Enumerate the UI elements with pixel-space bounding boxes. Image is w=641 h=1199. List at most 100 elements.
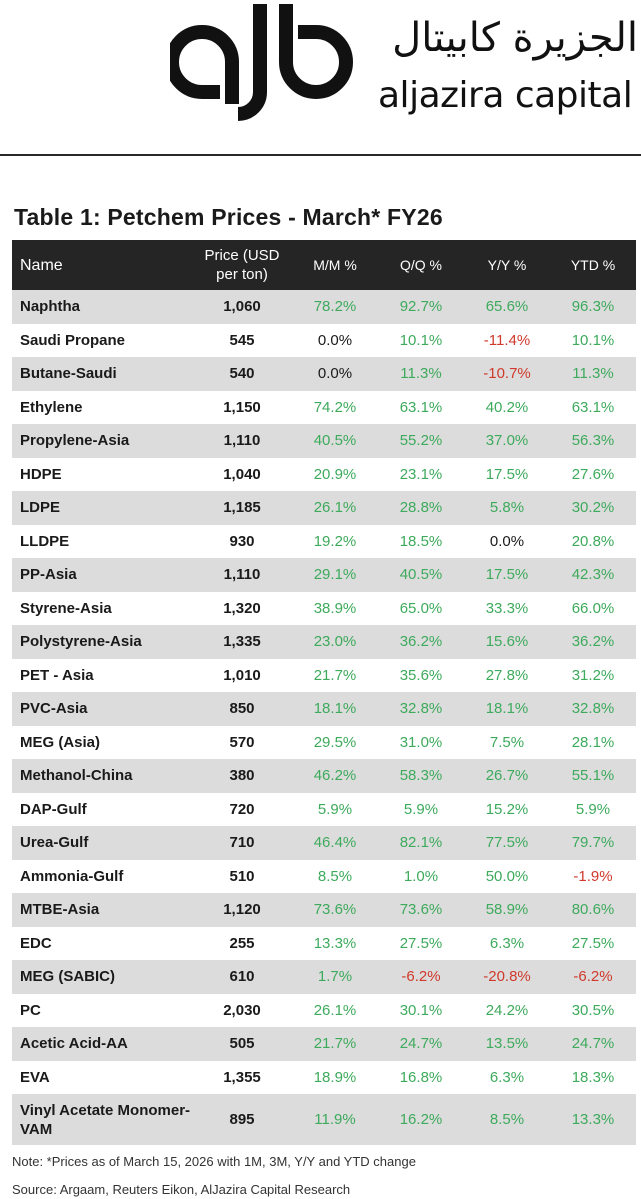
cell-qq: 23.1%	[378, 457, 464, 491]
cell-price: 1,150	[192, 390, 292, 424]
cell-name: Vinyl Acetate Monomer-VAM	[12, 1094, 192, 1145]
cell-yy: 13.5%	[464, 1027, 550, 1061]
cell-qq: 82.1%	[378, 826, 464, 860]
cell-yy: 17.5%	[464, 457, 550, 491]
cell-qq: 16.2%	[378, 1094, 464, 1145]
cell-name: Urea-Gulf	[12, 826, 192, 860]
cell-mm: 18.1%	[292, 692, 378, 726]
table-row: Butane-Saudi 540 0.0% 11.3% -10.7% 11.3%	[12, 357, 636, 391]
cell-mm: 26.1%	[292, 993, 378, 1027]
cell-ytd: 28.1%	[550, 725, 636, 759]
cell-mm: 20.9%	[292, 457, 378, 491]
cell-yy: 33.3%	[464, 591, 550, 625]
cell-ytd: 10.1%	[550, 323, 636, 357]
cell-price: 380	[192, 759, 292, 793]
table-row: LLDPE 930 19.2% 18.5% 0.0% 20.8%	[12, 524, 636, 558]
cell-price: 505	[192, 1027, 292, 1061]
cell-price: 895	[192, 1094, 292, 1145]
cell-yy: 77.5%	[464, 826, 550, 860]
cell-ytd: 24.7%	[550, 1027, 636, 1061]
cell-ytd: 20.8%	[550, 524, 636, 558]
cell-ytd: 56.3%	[550, 424, 636, 458]
cell-yy: 18.1%	[464, 692, 550, 726]
cell-price: 610	[192, 960, 292, 994]
cell-mm: 13.3%	[292, 926, 378, 960]
page-header: الجزيرة كابيتال aljazira capital	[0, 0, 641, 156]
cell-name: Methanol-China	[12, 759, 192, 793]
column-header-qq: Q/Q %	[378, 240, 464, 290]
table-row: Naphtha 1,060 78.2% 92.7% 65.6% 96.3%	[12, 290, 636, 324]
table-note: Note: *Prices as of March 15, 2026 with …	[12, 1154, 416, 1169]
column-header-price-line2: per ton)	[216, 266, 268, 283]
table-row: LDPE 1,185 26.1% 28.8% 5.8% 30.2%	[12, 491, 636, 525]
cell-mm: 29.1%	[292, 558, 378, 592]
cell-mm: 74.2%	[292, 390, 378, 424]
column-header-ytd: YTD %	[550, 240, 636, 290]
cell-qq: 28.8%	[378, 491, 464, 525]
brand-name-arabic: الجزيرة كابيتال	[392, 15, 638, 61]
table-row: Polystyrene-Asia 1,335 23.0% 36.2% 15.6% 36.2…	[12, 625, 636, 659]
cell-ytd: 55.1%	[550, 759, 636, 793]
cell-yy: 17.5%	[464, 558, 550, 592]
cell-mm: 21.7%	[292, 658, 378, 692]
cell-qq: 30.1%	[378, 993, 464, 1027]
column-header-mm: M/M %	[292, 240, 378, 290]
cell-name: Ethylene	[12, 390, 192, 424]
cell-price: 710	[192, 826, 292, 860]
cell-mm: 5.9%	[292, 792, 378, 826]
table-row: Methanol-China 380 46.2% 58.3% 26.7% 55.1%	[12, 759, 636, 793]
cell-qq: 27.5%	[378, 926, 464, 960]
cell-price: 510	[192, 859, 292, 893]
cell-ytd: 79.7%	[550, 826, 636, 860]
cell-ytd: 32.8%	[550, 692, 636, 726]
cell-mm: 73.6%	[292, 893, 378, 927]
cell-qq: 32.8%	[378, 692, 464, 726]
cell-qq: 92.7%	[378, 290, 464, 324]
cell-qq: 63.1%	[378, 390, 464, 424]
cell-mm: 18.9%	[292, 1060, 378, 1094]
table-row: PP-Asia 1,110 29.1% 40.5% 17.5% 42.3%	[12, 558, 636, 592]
cell-price: 930	[192, 524, 292, 558]
cell-price: 1,010	[192, 658, 292, 692]
table-row: EDC 255 13.3% 27.5% 6.3% 27.5%	[12, 926, 636, 960]
column-header-name: Name	[12, 240, 192, 290]
cell-price: 1,040	[192, 457, 292, 491]
cell-mm: 0.0%	[292, 357, 378, 391]
table-row: MEG (SABIC) 610 1.7% -6.2% -20.8% -6.2%	[12, 960, 636, 994]
cell-ytd: 18.3%	[550, 1060, 636, 1094]
cell-qq: -6.2%	[378, 960, 464, 994]
table-row: Propylene-Asia 1,110 40.5% 55.2% 37.0% 56.3%	[12, 424, 636, 458]
cell-qq: 1.0%	[378, 859, 464, 893]
cell-mm: 23.0%	[292, 625, 378, 659]
cell-yy: 65.6%	[464, 290, 550, 324]
cell-qq: 73.6%	[378, 893, 464, 927]
logo-j-shape	[237, 4, 267, 121]
cell-ytd: 13.3%	[550, 1094, 636, 1145]
cell-name: PET - Asia	[12, 658, 192, 692]
cell-mm: 11.9%	[292, 1094, 378, 1145]
table-row: MEG (Asia) 570 29.5% 31.0% 7.5% 28.1%	[12, 725, 636, 759]
cell-qq: 65.0%	[378, 591, 464, 625]
cell-yy: 27.8%	[464, 658, 550, 692]
cell-mm: 29.5%	[292, 725, 378, 759]
cell-name: Butane-Saudi	[12, 357, 192, 391]
cell-name: Styrene-Asia	[12, 591, 192, 625]
cell-ytd: 30.2%	[550, 491, 636, 525]
cell-mm: 40.5%	[292, 424, 378, 458]
cell-yy: 5.8%	[464, 491, 550, 525]
table-row: Urea-Gulf 710 46.4% 82.1% 77.5% 79.7%	[12, 826, 636, 860]
logo-a-shape	[170, 25, 239, 104]
table-body: Naphtha 1,060 78.2% 92.7% 65.6% 96.3% Saudi Pr…	[12, 290, 636, 1145]
cell-ytd: 66.0%	[550, 591, 636, 625]
cell-mm: 26.1%	[292, 491, 378, 525]
cell-qq: 55.2%	[378, 424, 464, 458]
column-header-price: Price (USD per ton)	[192, 240, 292, 290]
cell-yy: 40.2%	[464, 390, 550, 424]
cell-qq: 10.1%	[378, 323, 464, 357]
cell-qq: 5.9%	[378, 792, 464, 826]
cell-yy: 8.5%	[464, 1094, 550, 1145]
cell-mm: 46.4%	[292, 826, 378, 860]
cell-mm: 8.5%	[292, 859, 378, 893]
table-title: Table 1: Petchem Prices - March* FY26	[14, 204, 443, 230]
cell-ytd: 30.5%	[550, 993, 636, 1027]
